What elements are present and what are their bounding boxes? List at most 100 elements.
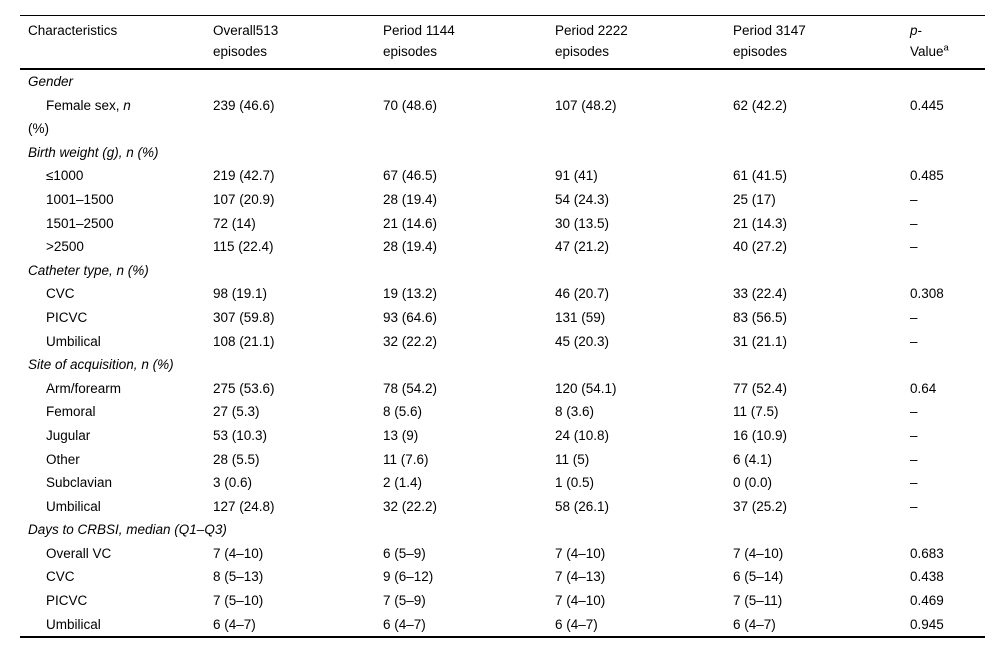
cell-overall: 108 (21.1) [213,333,275,349]
row-label-line: 1501–2500 [28,212,213,236]
cell-period-3: 40 (27.2) [733,239,788,255]
row-label-line: PICVC [28,306,213,330]
cell-p-value: 0.469 [910,593,944,609]
text-segment: Subclavian [46,475,113,491]
text-segment: Jugular [46,427,91,443]
text-segment: 1501–2500 [46,215,114,231]
table-row-picvc-days: PICVC 7 (5–10) 7 (5–9) 7 (4–10) 7 (5–11) 0.46… [20,589,985,613]
text-segment: ≤1000 [46,168,84,184]
cell-p-value: – [910,475,918,491]
table-row-femoral: Femoral 27 (5.3) 8 (5.6) 8 (3.6) 11 (7.5) – [20,400,985,424]
text-segment: CVC [46,286,75,302]
table-header-row: Characteristics Overall513 episodes Period … [20,16,985,70]
text-segment: >2500 [46,239,84,255]
cell-overall: 275 (53.6) [213,380,275,396]
cell-overall: 6 (4–7) [213,616,256,632]
section-title: Days to CRBSI, median (Q1–Q3) [20,518,985,542]
text-segment: Period 2222 [555,23,628,38]
cell-period-2: 1 (0.5) [555,475,595,491]
cell-overall: 98 (19.1) [213,286,268,302]
cell-period-1: 7 (5–9) [383,593,426,609]
header-line: Period 3147 [733,21,910,42]
row-label: 1501–2500 [20,212,213,236]
cell-overall: 107 (20.9) [213,191,275,207]
text-segment: episodes [383,43,438,59]
row-label: Other [20,448,213,472]
cell-overall: 7 (5–10) [213,593,264,609]
header-line: Characteristics [28,21,213,42]
table-row-1001-1500: 1001–1500 107 (20.9) 28 (19.4) 54 (24.3) 25 … [20,188,985,212]
text-segment: (%) [28,121,49,137]
table-row-le-1000: ≤1000 219 (42.7) 67 (46.5) 91 (41) 61 (41.5)… [20,164,985,188]
cell-period-1: 32 (22.2) [383,498,438,514]
header-line: episodes [733,42,910,63]
cell-p-value: 0.438 [910,569,944,585]
cell-period-3: 37 (25.2) [733,498,788,514]
row-label-line: >2500 [28,235,213,259]
text-segment: episodes [555,43,610,59]
cell-overall: 127 (24.8) [213,498,275,514]
row-label-line: ≤1000 [28,164,213,188]
table-row-other: Other 28 (5.5) 11 (7.6) 11 (5) 6 (4.1) – [20,448,985,472]
cell-period-3: 6 (4.1) [733,451,773,467]
table-row-jugular: Jugular 53 (10.3) 13 (9) 24 (10.8) 16 (10.9)… [20,424,985,448]
row-label-line: Other [28,448,213,472]
cell-period-1: 32 (22.2) [383,333,438,349]
row-label: PICVC [20,589,213,613]
cell-period-1: 6 (5–9) [383,545,426,561]
cell-period-2: 131 (59) [555,309,606,325]
row-label: Female sex, n (%) [20,94,213,141]
cell-overall: 307 (59.8) [213,309,275,325]
cell-overall: 239 (46.6) [213,97,275,113]
text-segment: Catheter type, n (%) [28,262,149,278]
section-header-row-birth-weight: Birth weight (g), n (%) [20,141,985,165]
cell-period-2: 8 (3.6) [555,404,595,420]
cell-p-value: – [910,451,918,467]
text-segment: Overall VC [46,545,112,561]
row-label: Subclavian [20,471,213,495]
row-label-line: Umbilical [28,613,213,637]
text-segment: episodes [733,43,788,59]
characteristics-table: Characteristics Overall513 episodes Period … [20,15,985,639]
cell-period-3: 6 (4–7) [733,616,776,632]
header-line: Overall513 [213,21,383,42]
cell-period-1: 9 (6–12) [383,569,434,585]
text-segment: Umbilical [46,616,101,632]
cell-p-value: – [910,191,918,207]
cell-p-value: – [910,239,918,255]
section-header-row-gender: Gender [20,69,985,94]
row-label-line: CVC [28,282,213,306]
column-header-period-2: Period 2222 episodes [555,16,733,70]
section-title: Birth weight (g), n (%) [20,141,985,165]
cell-period-3: 16 (10.9) [733,427,788,443]
cell-period-2: 30 (13.5) [555,215,610,231]
text-segment: Site of acquisition, n (%) [28,357,174,373]
row-label-line: Subclavian [28,471,213,495]
cell-period-1: 70 (48.6) [383,97,438,113]
cell-period-1: 8 (5.6) [383,404,423,420]
row-label-line: 1001–1500 [28,188,213,212]
cell-period-1: 28 (19.4) [383,191,438,207]
text-segment: Birth weight (g), n (%) [28,144,159,160]
row-label-line: PICVC [28,589,213,613]
text-segment: episodes [213,43,268,59]
cell-period-3: 11 (7.5) [733,404,779,420]
row-label-line: Umbilical [28,495,213,519]
cell-period-3: 33 (22.4) [733,286,788,302]
section-header-row-site-of-acquisition: Site of acquisition, n (%) [20,353,985,377]
text-segment: Other [46,451,80,467]
footnote-marker: a [943,42,949,53]
text-segment: Gender [28,74,74,89]
text-segment: - [917,23,923,38]
cell-period-3: 62 (42.2) [733,97,788,113]
cell-period-3: 21 (14.3) [733,215,788,231]
cell-period-2: 54 (24.3) [555,191,610,207]
cell-period-1: 67 (46.5) [383,168,438,184]
cell-overall: 27 (5.3) [213,404,260,420]
row-label: >2500 [20,235,213,259]
column-header-period-3: Period 3147 episodes [733,16,910,70]
section-title: Catheter type, n (%) [20,259,985,283]
row-label-line: Overall VC [28,542,213,566]
table-row-gt-2500: >2500 115 (22.4) 28 (19.4) 47 (21.2) 40 (27.… [20,235,985,259]
cell-p-value: 0.485 [910,168,944,184]
